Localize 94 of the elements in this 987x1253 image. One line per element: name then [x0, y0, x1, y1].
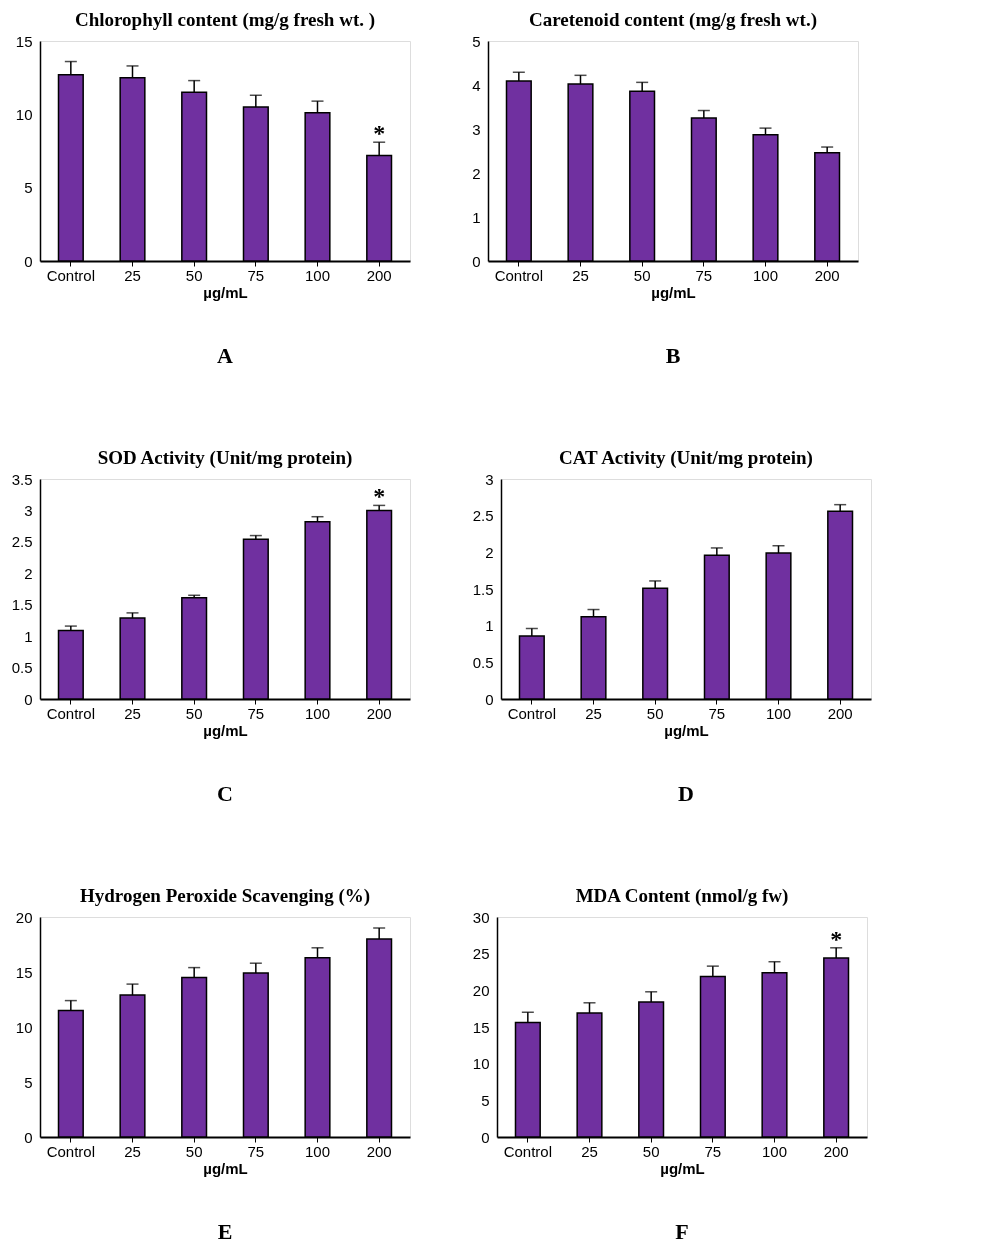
x-tick-label: 50 — [185, 266, 203, 284]
x-tick-label: 25 — [124, 704, 141, 722]
x-tick-label: 100 — [304, 266, 331, 284]
y-tick-label: 0 — [472, 252, 481, 270]
y-tick-label: 5 — [24, 179, 33, 197]
chart-title: Chlorophyll content (mg/g fresh wt. ) — [74, 9, 376, 31]
x-tick-label: 100 — [761, 1142, 788, 1160]
x-axis-title: µg/mL — [664, 721, 709, 739]
y-tick-label: 5 — [481, 1091, 490, 1109]
chart-title: Caretenoid content (mg/g fresh wt.) — [529, 9, 817, 31]
y-tick-label: 30 — [472, 908, 490, 926]
x-tick-label: 50 — [633, 266, 651, 284]
y-tick-label: 1.5 — [11, 596, 33, 614]
x-tick-label: 100 — [765, 704, 792, 722]
text: B — [665, 343, 681, 368]
x-tick-label: 25 — [572, 266, 589, 284]
y-tick-label: 10 — [15, 1018, 33, 1036]
y-tick-label: 0.5 — [11, 659, 33, 677]
x-axis-title: µg/mL — [203, 283, 248, 301]
x-tick-label: 200 — [827, 704, 853, 722]
y-tick-label: 2.5 — [11, 533, 33, 551]
x-tick-label: 25 — [581, 1142, 598, 1160]
text: E — [217, 1219, 233, 1244]
text: D — [678, 781, 694, 806]
y-tick-label: 2 — [485, 543, 494, 561]
x-tick-label: 50 — [185, 1142, 203, 1160]
text: F — [675, 1219, 689, 1244]
y-tick-label: 0 — [24, 690, 33, 708]
x-tick-label: 75 — [708, 704, 726, 722]
x-tick-label: 75 — [247, 1142, 265, 1160]
y-tick-label: 0.5 — [472, 653, 494, 671]
x-tick-label: 200 — [814, 266, 840, 284]
y-tick-label: 10 — [15, 105, 33, 123]
y-tick-label: 3.5 — [11, 470, 33, 488]
x-tick-label: 100 — [752, 266, 779, 284]
chart-title: MDA Content (nmol/g fw) — [575, 885, 789, 907]
chart-title: CAT Activity (Unit/mg protein) — [559, 447, 813, 469]
x-tick-label: 100 — [304, 1142, 331, 1160]
x-axis-title: µg/mL — [203, 721, 248, 739]
x-axis-title: µg/mL — [651, 283, 696, 301]
y-tick-label: 0 — [24, 252, 33, 270]
y-tick-label: 4 — [472, 76, 481, 94]
y-tick-label: 3 — [485, 470, 494, 488]
x-tick-label: 75 — [704, 1142, 722, 1160]
annotation: * — [373, 120, 386, 147]
y-tick-label: 15 — [15, 963, 33, 981]
y-tick-label: 10 — [472, 1055, 490, 1073]
x-tick-label: 200 — [823, 1142, 849, 1160]
x-tick-label: Control — [503, 1142, 553, 1160]
y-tick-label: 1 — [472, 208, 481, 226]
y-tick-label: 15 — [472, 1018, 490, 1036]
text: C — [217, 781, 233, 806]
annotation: * — [830, 925, 843, 952]
text: A — [217, 343, 234, 368]
x-tick-label: Control — [507, 704, 557, 722]
y-tick-label: 0 — [481, 1128, 490, 1146]
y-tick-label: 5 — [24, 1073, 33, 1091]
x-tick-label: 25 — [585, 704, 602, 722]
y-tick-label: 3 — [24, 501, 33, 519]
y-tick-label: 1.5 — [472, 580, 494, 598]
y-tick-label: 2 — [472, 164, 481, 182]
x-tick-label: 25 — [124, 1142, 141, 1160]
y-tick-label: 3 — [472, 120, 481, 138]
y-tick-label: 25 — [472, 945, 490, 963]
x-axis-title: µg/mL — [660, 1159, 705, 1177]
x-tick-label: 75 — [247, 704, 265, 722]
x-tick-label: 200 — [366, 1142, 392, 1160]
annotation: * — [373, 483, 386, 510]
y-tick-label: 1 — [24, 627, 33, 645]
y-tick-label: 2.5 — [472, 507, 494, 525]
x-tick-label: Control — [46, 704, 96, 722]
x-tick-label: 100 — [304, 704, 331, 722]
chart-title: Hydrogen Peroxide Scavenging (%) — [79, 885, 371, 907]
y-tick-label: 20 — [472, 981, 490, 999]
y-tick-label: 5 — [472, 32, 481, 50]
y-tick-label: 0 — [24, 1128, 33, 1146]
x-tick-label: 50 — [185, 704, 203, 722]
y-tick-label: 1 — [485, 617, 494, 635]
x-tick-label: Control — [46, 1142, 96, 1160]
chart-title: SOD Activity (Unit/mg protein) — [97, 447, 353, 469]
y-tick-label: 20 — [15, 908, 33, 926]
x-tick-label: 25 — [124, 266, 141, 284]
x-tick-label: Control — [494, 266, 544, 284]
y-tick-label: 15 — [15, 32, 33, 50]
x-tick-label: 50 — [646, 704, 664, 722]
x-axis-title: µg/mL — [203, 1159, 248, 1177]
x-tick-label: 75 — [247, 266, 265, 284]
x-tick-label: 200 — [366, 266, 392, 284]
x-tick-label: 75 — [695, 266, 713, 284]
y-tick-label: 0 — [485, 690, 494, 708]
x-tick-label: 200 — [366, 704, 392, 722]
x-tick-label: 50 — [642, 1142, 660, 1160]
x-tick-label: Control — [46, 266, 96, 284]
y-tick-label: 2 — [24, 564, 33, 582]
